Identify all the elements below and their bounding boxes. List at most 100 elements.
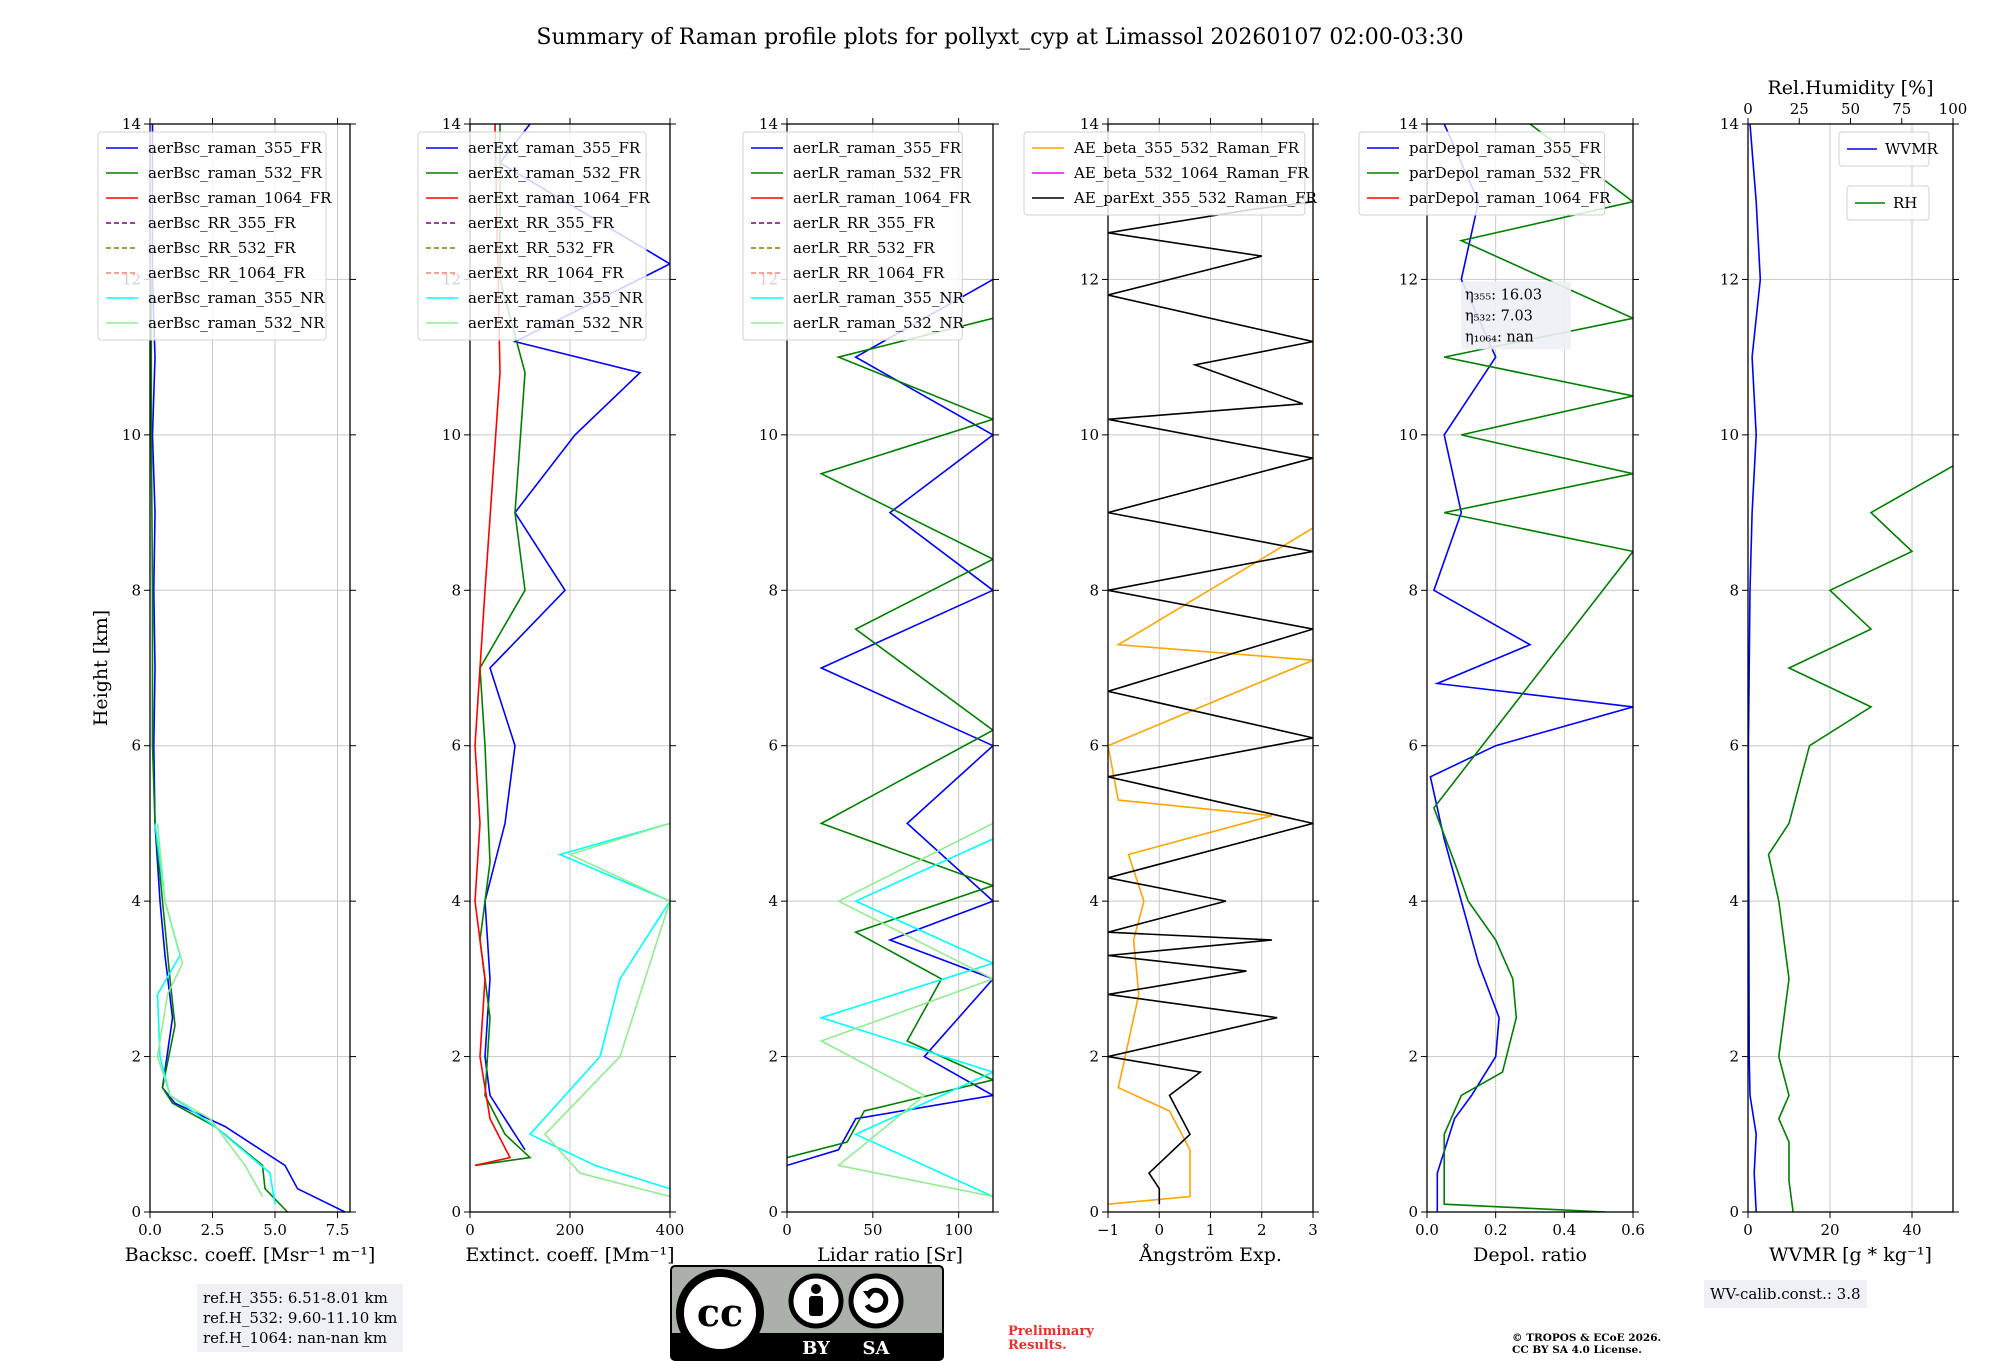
y-tick-label: 8 xyxy=(131,581,141,599)
legend-label: WVMR xyxy=(1885,140,1939,158)
legend-label: AE_beta_355_532_Raman_FR xyxy=(1073,139,1300,157)
y-tick-label: 4 xyxy=(1089,892,1099,910)
cc-logo-text: cc xyxy=(697,1290,743,1335)
legend-label: aerLR_raman_355_NR xyxy=(793,289,964,307)
y-tick-label: 2 xyxy=(131,1048,141,1066)
sa-share-icon xyxy=(848,1273,904,1329)
y-tick-label: 6 xyxy=(1089,737,1099,755)
y-tick-label: 8 xyxy=(1729,581,1739,599)
legend: AE_beta_355_532_Raman_FR AE_beta_532_1064… xyxy=(1023,131,1318,216)
y-tick-label: 2 xyxy=(1408,1048,1418,1066)
legend-label: aerExt_RR_1064_FR xyxy=(468,264,624,282)
legend-label: parDepol_raman_1064_FR xyxy=(1409,189,1611,207)
copyright-note: © TROPOS & ECoE 2026. CC BY SA 4.0 Licen… xyxy=(1512,1332,1661,1356)
x-tick-label: 0.0 xyxy=(1415,1221,1439,1239)
y-tick-label: 6 xyxy=(768,737,778,755)
y-tick-label: 10 xyxy=(759,426,778,444)
y-tick-label: 4 xyxy=(451,892,461,910)
axes-frame xyxy=(1747,123,1954,1213)
legend-label: aerBsc_raman_355_NR xyxy=(148,289,325,307)
x-tick-label: 2 xyxy=(1257,1221,1267,1239)
ref-height-1064: ref.H_1064: nan-nan km xyxy=(203,1329,388,1347)
x-tick-label: 0 xyxy=(465,1221,475,1239)
x2-tick-label: 100 xyxy=(1939,100,1968,118)
series-line-aerBsc_raman_355_FR xyxy=(151,124,346,1212)
y-tick-label: 14 xyxy=(759,115,778,133)
y-tick-label: 0 xyxy=(451,1203,461,1221)
legend-label: AE_beta_532_1064_Raman_FR xyxy=(1073,164,1309,182)
series-line-aerExt_raman_532_FR xyxy=(474,124,532,1167)
legend-label: RH xyxy=(1893,194,1917,212)
series-line-WVMR xyxy=(1748,124,1762,1212)
reference-heights-box: ref.H_355: 6.51-8.01 km ref.H_532: 9.60-… xyxy=(197,1284,404,1352)
legend-box xyxy=(417,131,647,341)
legend-box xyxy=(1838,131,1930,167)
legend-box xyxy=(1358,131,1606,216)
x-tick-label: 0.0 xyxy=(138,1221,162,1239)
axes-frame xyxy=(1426,123,1634,1213)
legend-box xyxy=(1846,185,1930,221)
y-tick-label: 8 xyxy=(1408,581,1418,599)
legend: aerLR_raman_355_FR aerLR_raman_532_FR aerL… xyxy=(742,131,971,341)
y-tick-label: 10 xyxy=(442,426,461,444)
annotation-box xyxy=(1461,281,1571,350)
legend-label: aerBsc_RR_355_FR xyxy=(148,214,296,232)
ref-height-355: ref.H_355: 6.51-8.01 km xyxy=(203,1289,388,1307)
y-tick-label: 2 xyxy=(768,1048,778,1066)
copyright-line-2: CC BY SA 4.0 License. xyxy=(1512,1344,1642,1356)
axes-frame xyxy=(786,123,994,1213)
series-line-aerExt_raman_532_NR xyxy=(543,822,670,1198)
legend-label: aerExt_raman_532_FR xyxy=(468,164,641,182)
x-tick-label: 0.2 xyxy=(1484,1221,1508,1239)
series-line-aerBsc_raman_532_FR xyxy=(150,279,289,1212)
x-tick-label: −1 xyxy=(1097,1221,1119,1239)
y-tick-label: 12 xyxy=(1080,270,1099,288)
x-tick-label: 0.4 xyxy=(1552,1221,1576,1239)
y-tick-label: 14 xyxy=(1399,115,1418,133)
panel-backscatter: 0.02.55.07.502468101214Backsc. coeff. [M… xyxy=(90,115,375,1266)
series-line-aerBsc_raman_532_NR xyxy=(156,823,264,1197)
axes-frame xyxy=(149,123,351,1213)
y-tick-label: 14 xyxy=(442,115,461,133)
series-line-aerExt_raman_355_NR xyxy=(528,822,670,1190)
legend-label: aerBsc_raman_1064_FR xyxy=(148,189,332,207)
x2-tick-label: 25 xyxy=(1790,100,1809,118)
y-tick-label: 4 xyxy=(1408,892,1418,910)
y-tick-label: 12 xyxy=(1399,270,1418,288)
x-axis-label: Ångström Exp. xyxy=(1138,1244,1282,1266)
x-axis-label: Extinct. coeff. [Mm⁻¹] xyxy=(465,1244,674,1266)
eta-value: η₅₃₂: 7.03 xyxy=(1465,308,1533,324)
by-label: BY xyxy=(802,1338,831,1359)
x-tick-label: 7.5 xyxy=(326,1221,350,1239)
panel-extinction: 020040002468101214Extinct. coeff. [Mm⁻¹]… xyxy=(417,115,684,1266)
series-line-aerExt_raman_1064_FR xyxy=(474,124,512,1167)
series-line-AE_parExt_355_532_Raman_FR xyxy=(1108,200,1313,1205)
legend-label: aerExt_raman_532_NR xyxy=(468,314,644,332)
x2-axis-label: Rel.Humidity [%] xyxy=(1767,77,1933,99)
y-tick-label: 8 xyxy=(768,581,778,599)
legend-label: aerBsc_RR_532_FR xyxy=(148,239,296,257)
x-tick-label: 40 xyxy=(1902,1221,1921,1239)
y-tick-label: 6 xyxy=(451,737,461,755)
eta-value: η₁₀₆₄: nan xyxy=(1465,329,1534,345)
depol-annotation: η₃₅₅: 16.03 η₅₃₂: 7.03 η₁₀₆₄: nan xyxy=(1461,281,1571,350)
legend-box xyxy=(97,131,327,341)
legend-label: aerExt_RR_355_FR xyxy=(468,214,615,232)
wv-calib-const: WV-calib.const.: 3.8 xyxy=(1710,1285,1861,1303)
x-axis-label: WVMR [g * kg⁻¹] xyxy=(1769,1244,1932,1266)
legend-label: aerLR_RR_1064_FR xyxy=(793,264,945,282)
legend-label: AE_parExt_355_532_Raman_FR xyxy=(1073,189,1318,207)
legend-label: parDepol_raman_355_FR xyxy=(1409,139,1602,157)
legend-label: aerExt_raman_1064_FR xyxy=(468,189,650,207)
y-tick-label: 0 xyxy=(131,1203,141,1221)
y-tick-label: 4 xyxy=(131,892,141,910)
series-line-aerLR_raman_355_FR xyxy=(787,278,993,1167)
legend-label: aerExt_raman_355_NR xyxy=(468,289,644,307)
y-tick-label: 12 xyxy=(1720,270,1739,288)
legend-label: aerLR_raman_355_FR xyxy=(793,139,962,157)
legend: WVMR RH xyxy=(1838,131,1939,221)
series-line-aerLR_raman_532_FR xyxy=(787,317,993,1159)
series-line-parDepol_raman_355_FR xyxy=(1429,124,1633,1212)
y-tick-label: 4 xyxy=(1729,892,1739,910)
